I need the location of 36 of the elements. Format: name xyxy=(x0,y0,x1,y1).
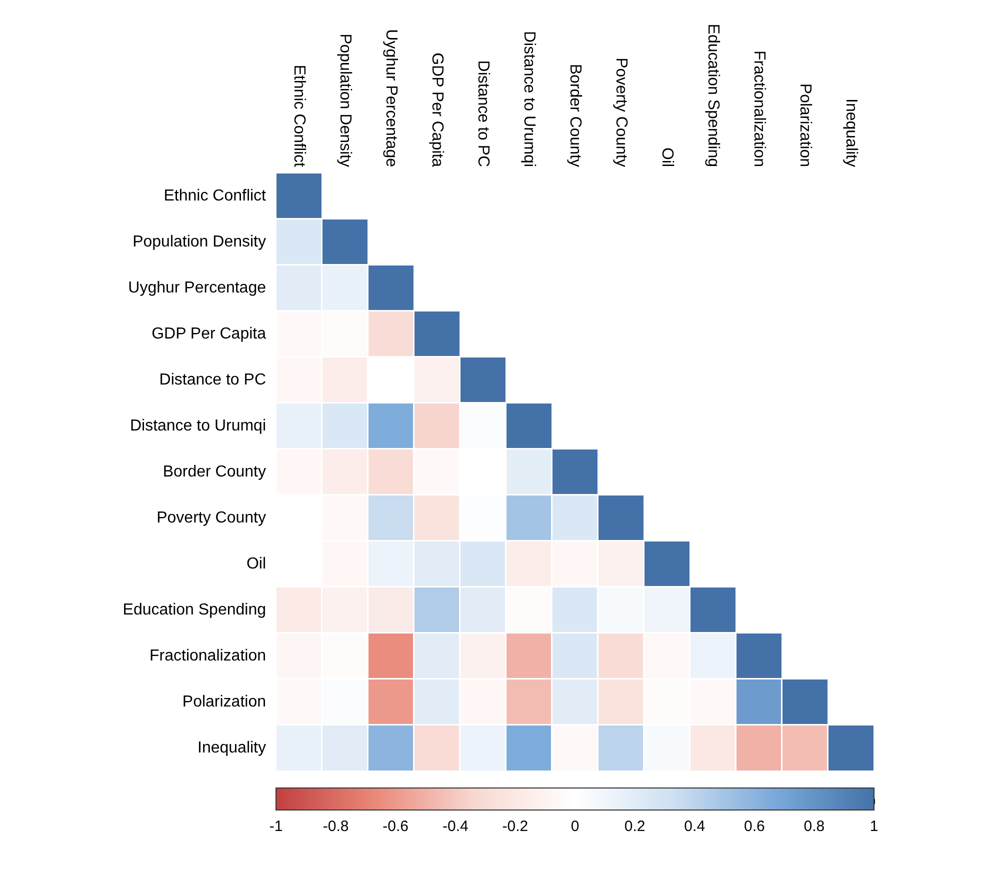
color-bar-label: 0.8 xyxy=(804,818,825,835)
x-tick-label: Uyghur Percentage xyxy=(382,29,400,168)
y-tick-label: Distance to Urumqi xyxy=(130,418,266,434)
color-bar-label: -0.2 xyxy=(502,818,528,835)
x-tick-label: Poverty County xyxy=(612,58,630,167)
x-tick-label: Education Spending xyxy=(704,24,722,167)
color-bar-label: 1 xyxy=(870,818,878,835)
y-tick-label: GDP Per Capita xyxy=(152,326,266,342)
y-tick-label: Population Density xyxy=(132,234,266,250)
color-bar-label: 0 xyxy=(570,818,580,835)
x-tick-label: Distance to Urumqi xyxy=(520,30,538,167)
y-tick-label: Uyghur Percentage xyxy=(128,280,266,296)
x-tick-label: Oil xyxy=(658,147,676,167)
color-bar-label: -1 xyxy=(269,818,283,835)
y-tick-label: Fractionalization xyxy=(150,648,266,664)
color-bar-label: 0.6 xyxy=(744,818,765,835)
y-tick-label: Poverty County xyxy=(156,510,266,526)
x-tick-label: Inequality xyxy=(842,98,860,167)
x-tick-label: Population Density xyxy=(336,34,354,167)
y-tick-label: Education Spending xyxy=(122,602,266,618)
color-bar-label: 0.4 xyxy=(684,818,706,835)
y-tick-label: Distance to PC xyxy=(159,372,266,388)
x-tick-label: Polarization xyxy=(796,83,814,167)
x-tick-label: Distance to PC xyxy=(474,60,492,167)
x-tick-label: Fractionalization xyxy=(750,50,768,167)
color-bar-label: -0.4 xyxy=(442,818,468,835)
color-bar-label: -0.6 xyxy=(382,818,409,835)
y-tick-label: Inequality xyxy=(198,740,266,756)
y-tick-label: Polarization xyxy=(182,694,266,710)
y-tick-label: Border County xyxy=(162,464,266,480)
color-bar-label: 0.2 xyxy=(624,818,646,835)
y-tick-label: Oil xyxy=(246,556,266,572)
x-tick-label: Border County xyxy=(566,64,584,167)
x-tick-label: GDP Per Capita xyxy=(428,52,446,168)
y-tick-label: Ethnic Conflict xyxy=(164,188,267,204)
color-bar-label: -0.8 xyxy=(322,818,349,835)
